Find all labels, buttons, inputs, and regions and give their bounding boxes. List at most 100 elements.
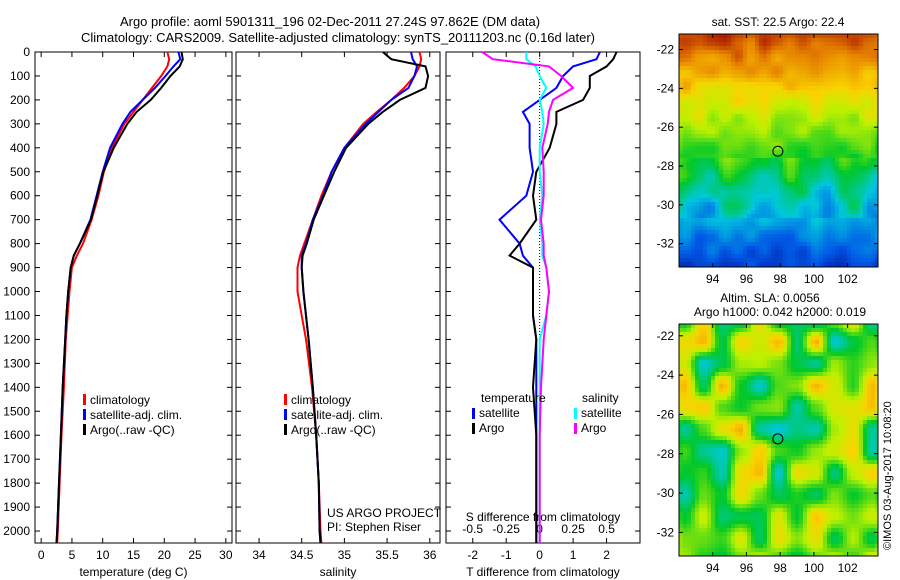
map-title: Altim. SLA: 0.0056 xyxy=(720,291,820,305)
map-y-tick-label: -30 xyxy=(657,486,675,500)
legend-label: satellite xyxy=(479,406,520,420)
map-y-tick-label: -22 xyxy=(657,329,675,343)
x2-tick-label: 0.25 xyxy=(561,522,585,536)
y-tick-label: 300 xyxy=(10,117,30,131)
legend-label: Argo xyxy=(479,421,505,435)
legend-swatch xyxy=(284,394,287,405)
legend-swatch xyxy=(284,409,287,420)
x-tick-label: 35.5 xyxy=(375,548,399,562)
y-tick-label: 900 xyxy=(10,261,30,275)
y-tick-label: 600 xyxy=(10,189,30,203)
map-title: Argo h1000: 0.042 h2000: 0.019 xyxy=(694,305,866,319)
map-frame xyxy=(678,323,879,557)
series-line-argo xyxy=(300,51,430,544)
y-tick-label: 1500 xyxy=(3,404,30,418)
map-x-tick-label: 96 xyxy=(740,561,754,575)
map-x-tick-label: 98 xyxy=(774,561,788,575)
legend-label: satellite xyxy=(581,406,622,420)
x-tick-label: 34 xyxy=(252,548,266,562)
series-line-s-argo xyxy=(481,51,575,543)
legend-header-salinity: salinity xyxy=(582,391,619,405)
plot-frame-salinity xyxy=(235,51,441,544)
series-line-t-satellite xyxy=(498,51,601,543)
y-tick-label: 700 xyxy=(10,213,30,227)
x-tick-label: 34.5 xyxy=(290,548,314,562)
x2-tick-label: 0.5 xyxy=(598,522,615,536)
x-tick-label: 0 xyxy=(536,548,543,562)
map-y-tick-label: -32 xyxy=(657,525,675,539)
map-y-tick-label: -26 xyxy=(657,120,675,134)
x-tick-label: 10 xyxy=(96,548,110,562)
map-y-tick-label: -22 xyxy=(657,43,675,57)
y-tick-label: 1800 xyxy=(3,476,30,490)
map-x-tick-label: 100 xyxy=(804,561,824,575)
y-tick-label: 1200 xyxy=(3,332,30,346)
legend-label: Argo(..raw -QC) xyxy=(291,423,376,437)
y-tick-label: 1000 xyxy=(3,285,30,299)
y-tick-label: 100 xyxy=(10,69,30,83)
x-tick-label: -2 xyxy=(467,548,478,562)
map-sst_map xyxy=(679,34,878,267)
legend-swatch xyxy=(574,423,577,434)
series-line-t-argo xyxy=(508,51,618,543)
series-line-satellite-adj xyxy=(55,51,182,544)
y-tick-label: 1400 xyxy=(3,380,30,394)
title-line2: Climatology: CARS2009. Satellite-adjuste… xyxy=(81,30,595,45)
argo-location-marker xyxy=(772,433,784,445)
map-y-tick-label: -30 xyxy=(657,198,675,212)
legend-swatch xyxy=(472,408,475,419)
legend-label: satellite-adj. clim. xyxy=(291,408,383,422)
project-annotation: US ARGO PROJECT xyxy=(327,506,442,520)
x-tick-label: 0 xyxy=(38,548,45,562)
x-axis-label: salinity xyxy=(320,565,357,579)
y-tick-label: 800 xyxy=(10,237,30,251)
x-tick-label: 20 xyxy=(158,548,172,562)
y-tick-label: 1700 xyxy=(3,452,30,466)
x-tick-label: 2 xyxy=(603,548,610,562)
y-tick-label: 1300 xyxy=(3,356,30,370)
y-tick-label: 1100 xyxy=(4,308,30,322)
legend-label: Argo xyxy=(581,421,607,435)
y-tick-label: 200 xyxy=(10,93,30,107)
y-tick-label: 400 xyxy=(10,141,30,155)
map-x-tick-label: 96 xyxy=(740,272,754,286)
x-tick-label: 1 xyxy=(570,548,577,562)
map-frame xyxy=(678,33,879,268)
legend-swatch xyxy=(83,424,86,435)
x2-tick-label: -0.25 xyxy=(493,522,521,536)
legend-header-temperature: temperature xyxy=(481,391,546,405)
series-line-climatology xyxy=(296,51,423,544)
legend-swatch xyxy=(83,409,86,420)
x-tick-label: 15 xyxy=(127,548,141,562)
map-y-tick-label: -32 xyxy=(657,237,675,251)
map-y-tick-label: -28 xyxy=(657,159,675,173)
map-x-tick-label: 94 xyxy=(706,561,720,575)
map-y-tick-label: -26 xyxy=(657,407,675,421)
map-x-tick-label: 94 xyxy=(706,272,720,286)
y-tick-label: 500 xyxy=(10,165,30,179)
x-axis-label: T difference from climatology xyxy=(466,565,620,579)
x-tick-label: 5 xyxy=(69,548,76,562)
y-tick-label: 2000 xyxy=(3,524,30,538)
x2-axis-label: S difference from climatology xyxy=(466,510,621,524)
credit: ©IMOS 03-Aug-2017 10:08:20 xyxy=(882,401,894,550)
x-tick-label: -1 xyxy=(501,548,512,562)
series-line-climatology xyxy=(56,51,171,544)
y-tick-label: 1900 xyxy=(3,500,30,514)
x2-tick-label: -0.5 xyxy=(462,522,483,536)
legend-label: climatology xyxy=(291,393,351,407)
plot-frame-temperature xyxy=(34,51,233,544)
x-tick-label: 35 xyxy=(338,548,352,562)
legend-label: climatology xyxy=(90,393,150,407)
map-y-tick-label: -28 xyxy=(657,447,675,461)
x-tick-label: 36 xyxy=(423,548,437,562)
title-line1: Argo profile: aoml 5901311_196 02-Dec-20… xyxy=(120,14,540,29)
map-sla_map xyxy=(679,324,878,556)
argo-location-marker xyxy=(772,145,784,157)
y-tick-label: 0 xyxy=(23,45,30,59)
map-x-tick-label: 102 xyxy=(838,272,858,286)
legend-swatch xyxy=(83,394,86,405)
x-tick-label: 30 xyxy=(219,548,233,562)
